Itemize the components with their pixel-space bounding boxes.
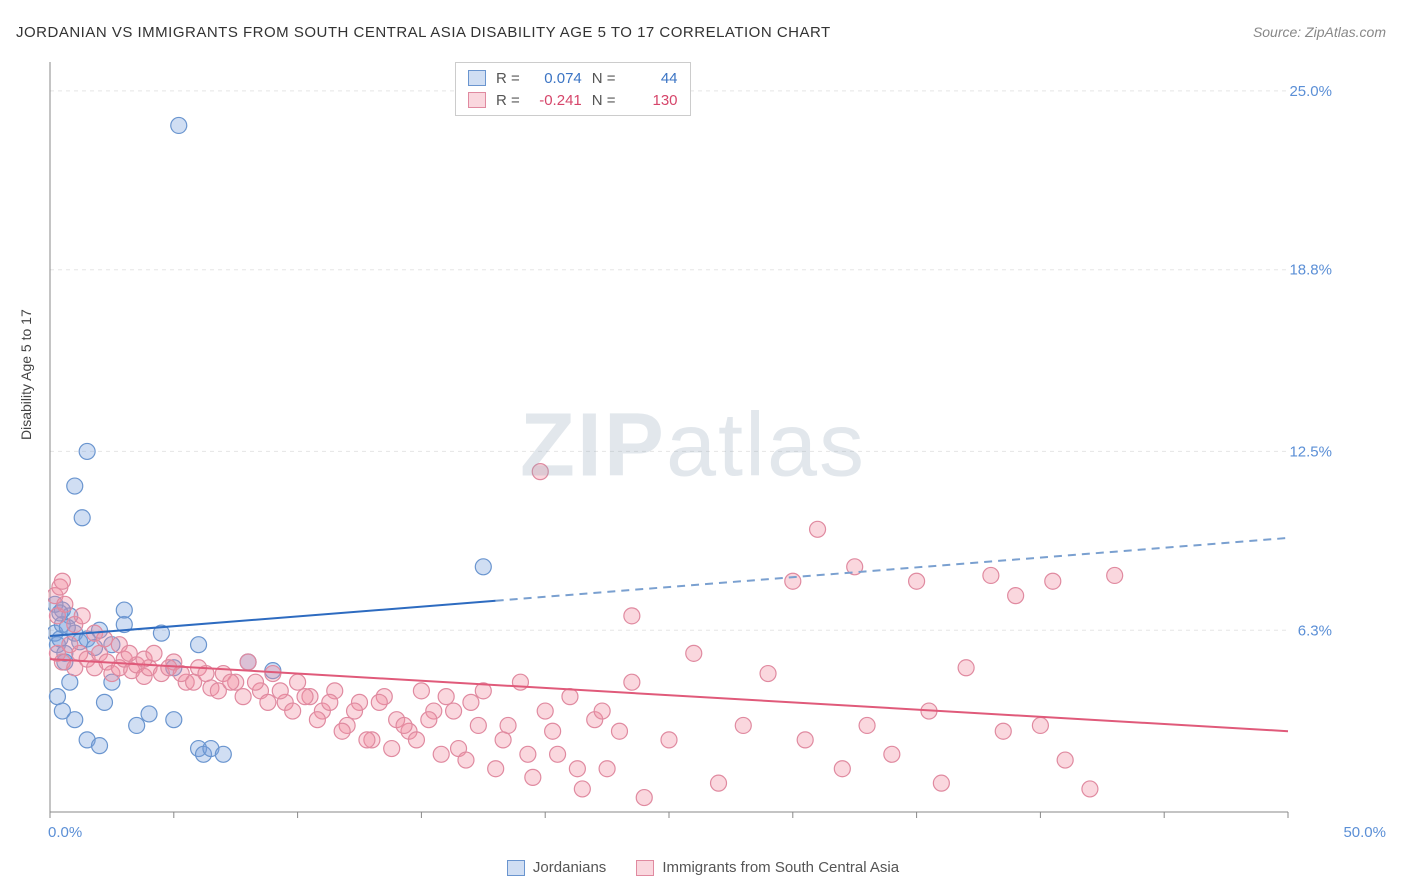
n-value-1: 130 xyxy=(622,92,678,109)
n-value-0: 44 xyxy=(622,70,678,87)
svg-text:18.8%: 18.8% xyxy=(1289,262,1332,279)
x-max-label: 50.0% xyxy=(1343,824,1386,841)
legend-label-1: Immigrants from South Central Asia xyxy=(662,859,899,876)
legend-swatch-0 xyxy=(507,860,525,876)
svg-text:12.5%: 12.5% xyxy=(1289,443,1332,460)
y-axis-label: Disability Age 5 to 17 xyxy=(18,309,34,440)
swatch-series-1 xyxy=(468,92,486,108)
r-label: R = xyxy=(496,70,520,87)
n-label: N = xyxy=(592,70,616,87)
legend: Jordanians Immigrants from South Central… xyxy=(0,859,1406,876)
svg-text:6.3%: 6.3% xyxy=(1298,622,1332,639)
chart-canvas: 6.3% 12.5% 18.8% 25.0% xyxy=(48,60,1338,832)
source-attribution: Source: ZipAtlas.com xyxy=(1253,24,1386,40)
r-label: R = xyxy=(496,92,520,109)
legend-item-1: Immigrants from South Central Asia xyxy=(636,859,899,876)
svg-text:25.0%: 25.0% xyxy=(1289,83,1332,100)
x-min-label: 0.0% xyxy=(48,824,82,841)
scatter-plot: 6.3%12.5%18.8%25.0% ZIPatlas xyxy=(48,60,1338,832)
legend-swatch-1 xyxy=(636,860,654,876)
legend-label-0: Jordanians xyxy=(533,859,606,876)
stats-row-series-1: R = -0.241 N = 130 xyxy=(468,89,678,111)
r-value-0: 0.074 xyxy=(526,70,582,87)
legend-item-0: Jordanians xyxy=(507,859,606,876)
correlation-stats-box: R = 0.074 N = 44 R = -0.241 N = 130 xyxy=(455,62,691,116)
stats-row-series-0: R = 0.074 N = 44 xyxy=(468,67,678,89)
n-label: N = xyxy=(592,92,616,109)
r-value-1: -0.241 xyxy=(526,92,582,109)
swatch-series-0 xyxy=(468,70,486,86)
chart-title: JORDANIAN VS IMMIGRANTS FROM SOUTH CENTR… xyxy=(16,24,831,41)
